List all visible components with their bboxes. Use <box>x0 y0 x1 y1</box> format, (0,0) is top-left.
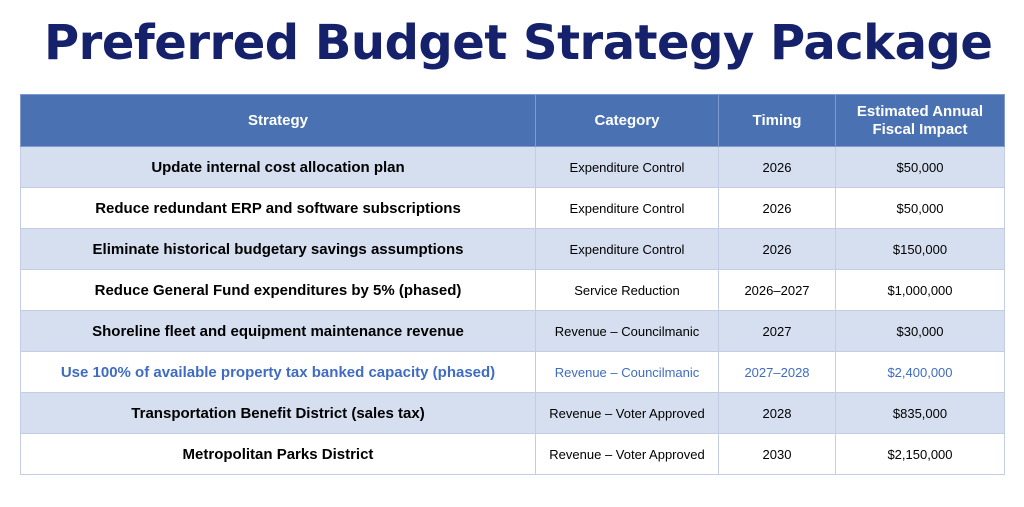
cell-category: Expenditure Control <box>535 146 719 188</box>
table-row: Metropolitan Parks District Revenue – Vo… <box>20 433 1005 475</box>
cell-strategy: Update internal cost allocation plan <box>20 146 536 188</box>
budget-strategy-table: Strategy Category Timing Estimated Annua… <box>20 94 1005 475</box>
cell-category: Expenditure Control <box>535 187 719 229</box>
cell-category: Revenue – Voter Approved <box>535 433 719 475</box>
table-row: Reduce General Fund expenditures by 5% (… <box>20 269 1005 311</box>
header-fiscal-impact-line1: Estimated Annual <box>856 102 984 120</box>
cell-strategy: Shoreline fleet and equipment maintenanc… <box>20 310 536 352</box>
cell-strategy: Metropolitan Parks District <box>20 433 536 475</box>
cell-fiscal-impact: $50,000 <box>835 146 1005 188</box>
table-row: Transportation Benefit District (sales t… <box>20 392 1005 434</box>
cell-fiscal-impact: $50,000 <box>835 187 1005 229</box>
header-strategy: Strategy <box>20 94 536 147</box>
table-header-row: Strategy Category Timing Estimated Annua… <box>20 94 1005 147</box>
header-category: Category <box>535 94 719 147</box>
table-row-highlighted: Use 100% of available property tax banke… <box>20 351 1005 393</box>
cell-category: Expenditure Control <box>535 228 719 270</box>
table-row: Eliminate historical budgetary savings a… <box>20 228 1005 270</box>
cell-strategy: Reduce General Fund expenditures by 5% (… <box>20 269 536 311</box>
cell-fiscal-impact: $150,000 <box>835 228 1005 270</box>
cell-category: Service Reduction <box>535 269 719 311</box>
header-timing: Timing <box>718 94 836 147</box>
cell-strategy: Reduce redundant ERP and software subscr… <box>20 187 536 229</box>
cell-fiscal-impact: $835,000 <box>835 392 1005 434</box>
table-row: Reduce redundant ERP and software subscr… <box>20 187 1005 229</box>
cell-category: Revenue – Councilmanic <box>535 351 719 393</box>
cell-fiscal-impact: $2,150,000 <box>835 433 1005 475</box>
cell-timing: 2026 <box>718 146 836 188</box>
cell-strategy: Transportation Benefit District (sales t… <box>20 392 536 434</box>
cell-strategy: Eliminate historical budgetary savings a… <box>20 228 536 270</box>
cell-fiscal-impact: $1,000,000 <box>835 269 1005 311</box>
page-title: Preferred Budget Strategy Package <box>44 15 993 71</box>
cell-fiscal-impact: $2,400,000 <box>835 351 1005 393</box>
cell-timing: 2030 <box>718 433 836 475</box>
cell-timing: 2026 <box>718 187 836 229</box>
table-row: Shoreline fleet and equipment maintenanc… <box>20 310 1005 352</box>
cell-fiscal-impact: $30,000 <box>835 310 1005 352</box>
cell-strategy: Use 100% of available property tax banke… <box>20 351 536 393</box>
cell-timing: 2028 <box>718 392 836 434</box>
cell-timing: 2027–2028 <box>718 351 836 393</box>
cell-timing: 2026 <box>718 228 836 270</box>
cell-category: Revenue – Voter Approved <box>535 392 719 434</box>
header-fiscal-impact: Estimated Annual Fiscal Impact <box>835 94 1005 147</box>
cell-category: Revenue – Councilmanic <box>535 310 719 352</box>
cell-timing: 2026–2027 <box>718 269 836 311</box>
table-row: Update internal cost allocation plan Exp… <box>20 146 1005 188</box>
cell-timing: 2027 <box>718 310 836 352</box>
header-fiscal-impact-line2: Fiscal Impact <box>872 120 968 138</box>
